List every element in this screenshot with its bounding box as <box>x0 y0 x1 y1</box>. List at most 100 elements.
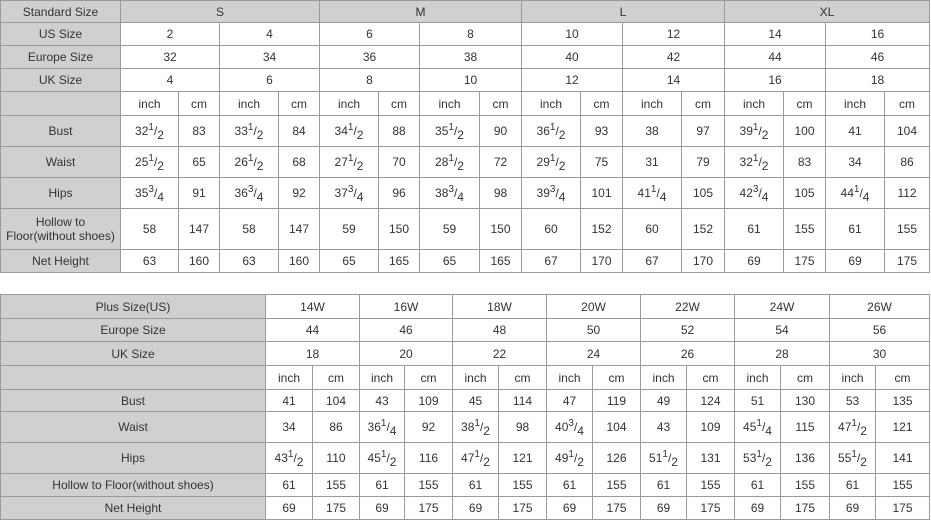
measurement-cell: 155 <box>783 208 827 250</box>
whole-number: 55 <box>838 451 852 465</box>
measurement-cell: 155 <box>780 473 830 497</box>
whole-number: 39 <box>536 186 550 200</box>
measurement-cell: 58 <box>219 208 279 250</box>
standard-size-chart: Standard Size S M L XL US Size 2 4 6 8 10 12 14 16 Eur… <box>0 0 931 273</box>
measurement-cell: 63 <box>120 249 179 273</box>
measurement-cell: 61 <box>734 473 781 497</box>
fraction-numerator: 1 <box>380 418 387 429</box>
measurement-cell: 68 <box>277 146 321 178</box>
whole-number: 39 <box>739 124 753 138</box>
measurement-cell: 47 <box>546 389 593 412</box>
measurement-cell: 72 <box>479 146 523 178</box>
measurement-cell: 381/2 <box>452 411 499 443</box>
size-cell: 4 <box>218 22 321 46</box>
measurement-cell: 91 <box>178 177 220 209</box>
measurement-cell: 60 <box>521 208 582 250</box>
unit-inch: inch <box>829 365 876 390</box>
table-row: US Size 2 4 6 8 10 12 14 16 <box>0 22 931 46</box>
whole-number: 51 <box>649 451 663 465</box>
measurement-cell: 147 <box>178 208 220 250</box>
unit-cm: cm <box>686 365 735 390</box>
measurement-cell: 34 <box>265 411 313 443</box>
measurement-cell: 65 <box>319 249 380 273</box>
fraction-numerator: 1 <box>148 122 154 133</box>
measurement-cell: 109 <box>686 411 735 443</box>
measurement-cell: 61 <box>724 208 785 250</box>
whole-number: 36 <box>367 420 381 434</box>
measurement-cell: 69 <box>734 496 781 520</box>
fraction-denominator: 2 <box>457 128 464 142</box>
measurement-cell: 175 <box>884 249 931 273</box>
unit-cm: cm <box>780 365 830 390</box>
measurement-cell: 170 <box>681 249 726 273</box>
measurement-cell: 49 <box>640 389 687 412</box>
measurement-cell: 423/4 <box>724 177 785 209</box>
measurement-cell: 175 <box>498 496 547 520</box>
measurement-cell: 136 <box>780 442 830 474</box>
unit-inch: inch <box>521 91 582 116</box>
measurement-cell: 59 <box>319 208 380 250</box>
measurement-cell: 110 <box>312 442 360 474</box>
size-cell: 50 <box>546 318 641 342</box>
size-cell: 34 <box>218 45 321 69</box>
whole-number: 47 <box>461 451 475 465</box>
measurement-cell: 155 <box>498 473 547 497</box>
fraction-denominator: 4 <box>457 190 464 204</box>
measurement-cell: 61 <box>825 208 886 250</box>
fraction-denominator: 2 <box>558 159 566 173</box>
unit-cm: cm <box>681 91 726 116</box>
measurement-cell: 383/4 <box>419 177 481 209</box>
measurement-cell: 98 <box>498 411 547 443</box>
whole-number: 45 <box>367 451 381 465</box>
fraction-denominator: 4 <box>157 190 164 204</box>
fraction-denominator: 2 <box>296 455 304 469</box>
unit-inch: inch <box>734 365 781 390</box>
fraction-numerator: 1 <box>448 122 454 133</box>
fraction-denominator: 4 <box>256 190 264 204</box>
measurement-cell: 61 <box>640 473 687 497</box>
measurement-cell: 84 <box>277 115 321 147</box>
measurement-cell: 271/2 <box>319 146 380 178</box>
measurement-cell: 351/2 <box>419 115 481 147</box>
size-cell: 24W <box>734 294 830 319</box>
size-group-l: L <box>521 0 726 23</box>
table-row: Waist 34 86 361/4 92 381/2 98 403/4 104 43 109 451/… <box>0 411 930 443</box>
fraction-denominator: 2 <box>860 455 867 469</box>
table-row: Plus Size(US) 14W 16W 18W 20W 22W 24W 26W <box>0 294 930 319</box>
whole-number: 45 <box>743 420 757 434</box>
measurement-cell: 451/4 <box>734 411 781 443</box>
unit-inch: inch <box>622 91 683 116</box>
unit-inch: inch <box>265 365 313 390</box>
size-cell: 20 <box>359 341 453 366</box>
measurement-cell: 116 <box>404 442 453 474</box>
measurement-cell: 511/2 <box>640 442 687 474</box>
size-cell: 28 <box>734 341 830 366</box>
measurement-cell: 291/2 <box>521 146 582 178</box>
measurement-cell: 131 <box>686 442 735 474</box>
measurement-cell: 98 <box>479 177 523 209</box>
size-cell: 52 <box>640 318 735 342</box>
measurement-cell: 165 <box>378 249 421 273</box>
measurement-cell: 281/2 <box>419 146 481 178</box>
row-label: Net Height <box>0 496 266 520</box>
unit-cm: cm <box>592 365 641 390</box>
measurement-cell: 65 <box>178 146 220 178</box>
whole-number: 34 <box>334 124 348 138</box>
size-cell: 16 <box>825 22 931 46</box>
whole-number: 43 <box>274 451 288 465</box>
size-cell: 6 <box>218 68 321 92</box>
fraction-numerator: 1 <box>851 418 857 429</box>
measurement-cell: 90 <box>479 115 523 147</box>
measurement-cell: 31 <box>622 146 683 178</box>
fraction-numerator: 1 <box>752 122 759 133</box>
table-row: inch cm inch cm inch cm inch cm inch cm inch cm inch… <box>0 91 931 116</box>
measurement-cell: 175 <box>783 249 827 273</box>
size-cell: 8 <box>319 68 421 92</box>
table-row: Bust 321/2 83 331/2 84 341/2 88 351/2 90 361/2 93 3… <box>0 115 931 147</box>
whole-number: 29 <box>536 155 550 169</box>
fraction-numerator: 3 <box>752 184 759 195</box>
measurement-cell: 135 <box>875 389 930 412</box>
measurement-cell: 331/2 <box>219 115 279 147</box>
measurement-cell: 321/2 <box>120 115 179 147</box>
plus-size-chart: Plus Size(US) 14W 16W 18W 20W 22W 24W 26W Europe… <box>0 294 930 520</box>
